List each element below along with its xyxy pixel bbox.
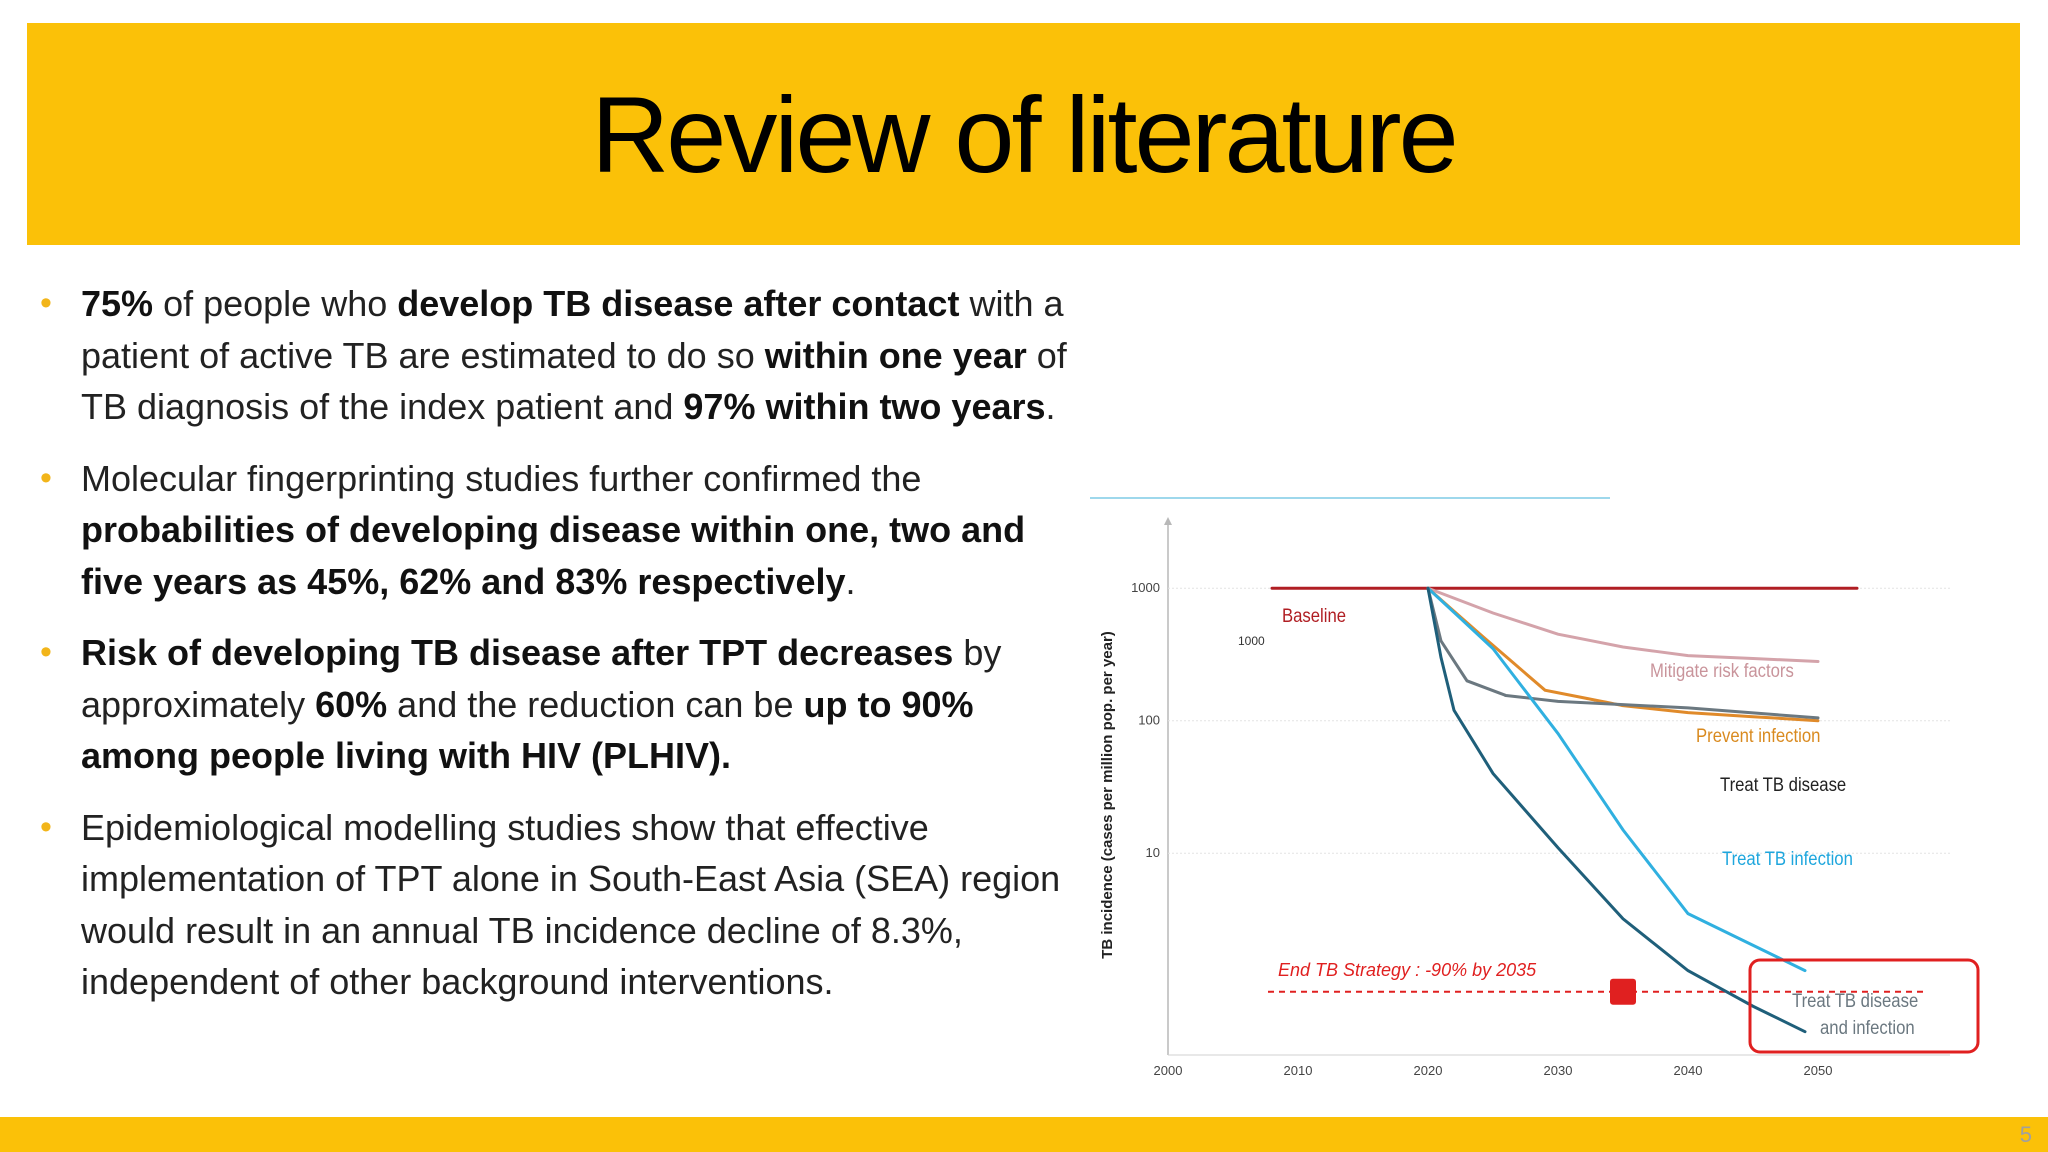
bullet-bold-text: within one year [764,334,1027,376]
series-line [1426,586,1820,720]
target-marker [1610,978,1636,1005]
y-tick-label: 10 [1146,845,1160,860]
series-line [1426,586,1820,663]
bullet-dot-icon: • [40,458,52,497]
y-axis-label: TB incidence (cases per million pop. per… [1099,631,1116,959]
slide-title: Review of literature [591,73,1458,195]
bullet-dot-icon: • [40,633,52,671]
bullet-plain-text: Epidemiological modelling studies show t… [81,806,1061,1003]
bullet-item: • 75% of people who develop TB disease af… [38,278,1088,433]
footer-bar [0,1117,2048,1152]
series-label: Mitigate risk factors [1650,660,1794,681]
bullet-list: • 75% of people who develop TB disease af… [38,278,1088,1028]
bullet-plain-text: of TB diagnosis of the index patient and [81,334,1067,428]
bullet-plain-text: and the reduction can be [387,683,804,725]
tb-incidence-chart: 1000 100 10 2000 2010 2020 2030 2040 2050 TB inci… [1090,495,1990,1085]
series-label: Baseline [1282,605,1346,626]
bullet-text: Molecular fingerprinting studies further… [81,458,1025,602]
bullet-item: • Epidemiological modelling studies show … [38,802,1088,1008]
page-number: 5 [2019,1122,2032,1147]
bullet-bold-text: 60% [315,683,388,725]
series-label: Treat TB infection [1722,848,1853,869]
bullet-bold-text: Risk of developing TB disease after TPT … [81,632,954,673]
bullet-item: • Risk of developing TB disease after TPT… [38,627,1088,782]
series-line [1426,586,1807,1034]
bullet-text: Epidemiological modelling studies show t… [81,807,1060,1003]
series-label: Treat TB disease [1720,774,1846,795]
y-tick-label: 100 [1138,713,1160,728]
series-label: Treat TB disease [1792,990,1918,1011]
bullet-plain-text: Molecular fingerprinting studies further… [81,457,922,499]
bullet-bold-text: 97% within two years [683,386,1046,427]
bullet-plain-text: with a patient of active TB are estimate… [81,283,1064,376]
x-tick-label: 2030 [1544,1063,1573,1078]
bullet-bold-text: 75% [81,283,154,324]
series-line [1426,586,1807,973]
y-tick-label: 1000 [1131,580,1160,595]
x-tick-label: 2040 [1674,1063,1703,1078]
highlight-box [1748,958,1980,1054]
bullet-text: 75% of people who develop TB disease aft… [81,283,1067,427]
x-tick-label: 2010 [1284,1063,1313,1078]
bullet-plain-text: . [845,560,856,602]
baseline-tick-label: 1000 [1238,634,1265,648]
bullet-plain-text: . [1045,386,1056,427]
bullet-dot-icon: • [40,284,52,322]
series-label: Prevent infection [1696,725,1820,746]
bullet-bold-text: develop TB disease after contact [397,283,960,324]
bullet-text: Risk of developing TB disease after TPT … [81,632,1001,776]
series-label: and infection [1820,1017,1915,1038]
chart-svg: 1000 100 10 2000 2010 2020 2030 2040 2050 TB inci… [1090,497,1980,1078]
bullet-plain-text: of people who [153,283,398,324]
x-tick-label: 2050 [1804,1063,1833,1078]
series-line [1426,586,1820,723]
target-label: End TB Strategy : -90% by 2035 [1278,960,1537,980]
bullet-plain-text: by approximately [81,632,1002,725]
y-axis-arrow-icon [1164,517,1172,525]
bullet-bold-text: probabilities of developing disease with… [81,509,1026,602]
x-tick-label: 2020 [1414,1063,1443,1078]
bullet-bold-text: up to 90% among people living with HIV (… [81,683,974,777]
title-banner: Review of literature [27,23,2020,245]
bullet-dot-icon: • [40,807,52,846]
x-tick-label: 2000 [1154,1063,1183,1078]
bullet-item: • Molecular fingerprinting studies furthe… [38,453,1088,608]
